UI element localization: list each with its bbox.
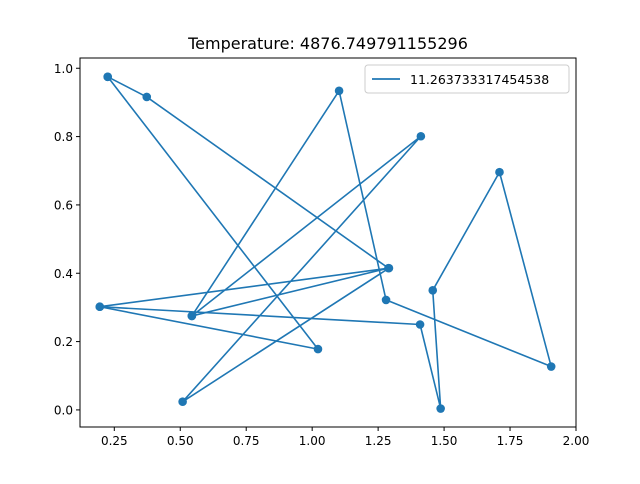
x-axis: 0.25 0.50 0.75 1.00 1.25 1.50 1.75 2.00 [101,427,589,448]
data-point [178,397,187,407]
legend-label: 11.263733317454538 [410,72,549,87]
x-tick-label: 0.50 [167,434,194,448]
data-point [415,320,425,329]
y-tick-label: 0.0 [54,403,73,417]
series-line-0 [98,76,422,403]
y-tick-label: 0.4 [54,267,73,281]
data-point [334,86,344,96]
data-point [436,404,445,413]
data-point [381,295,391,305]
data-point [187,311,197,321]
data-point [495,167,504,177]
data-point [384,263,394,273]
x-tick-label: 1.25 [365,434,392,448]
data-point [546,362,556,371]
x-tick-label: 2.00 [563,434,590,448]
plot-area [80,58,576,427]
x-tick-label: 0.25 [101,434,128,448]
series-layer [95,72,556,413]
data-point [103,72,113,82]
y-tick-label: 0.8 [54,130,73,144]
plot-frame [79,57,577,428]
chart-title: Temperature: 4876.749791155296 [187,34,468,53]
x-tick-label: 1.75 [497,434,524,448]
data-point [428,286,438,295]
legend: 11.263733317454538 [364,64,570,94]
data-point [416,131,426,141]
y-tick-label: 0.6 [54,198,73,212]
y-tick-label: 1.0 [54,62,73,76]
y-tick-label: 0.2 [54,335,73,349]
x-tick-label: 1.00 [299,434,326,448]
y-axis: 0.0 0.2 0.4 0.6 0.8 1.0 [54,62,80,417]
x-tick-label: 0.75 [233,434,260,448]
data-point [142,92,152,102]
data-point [313,344,323,354]
legend-box [364,64,570,94]
x-tick-label: 1.50 [431,434,458,448]
data-point [95,302,105,312]
